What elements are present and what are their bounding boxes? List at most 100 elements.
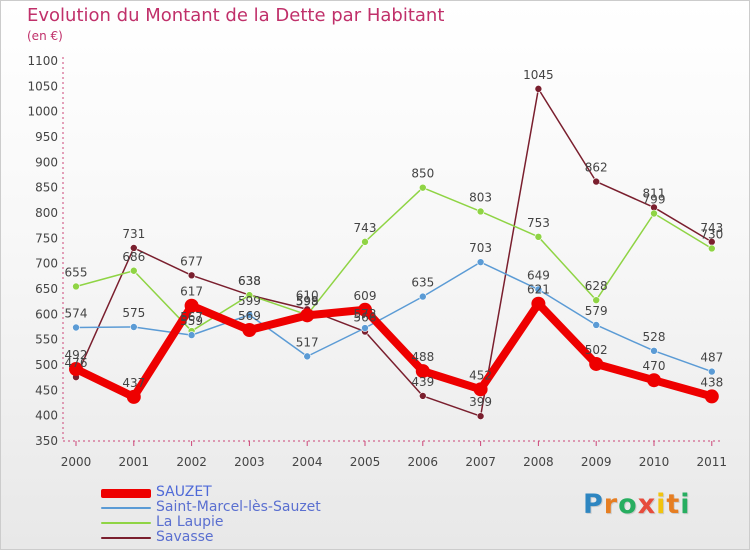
data-label: 610 (296, 288, 319, 302)
x-tick-label: 2001 (119, 455, 150, 469)
data-label: 470 (643, 359, 666, 373)
y-tick-label: 400 (35, 409, 58, 423)
data-label: 743 (700, 221, 723, 235)
legend-swatch (101, 522, 151, 524)
data-point (358, 302, 372, 317)
data-point (476, 207, 485, 216)
data-point (418, 183, 427, 192)
data-label: 628 (585, 279, 608, 293)
series-line (72, 299, 716, 401)
data-label: 649 (527, 269, 550, 283)
y-tick-label: 650 (35, 282, 58, 296)
data-label: 1045 (523, 68, 554, 82)
data-point (534, 285, 543, 294)
logo-letter: o (618, 489, 638, 520)
data-point (187, 331, 196, 339)
data-point (415, 364, 430, 379)
data-label: 574 (65, 307, 88, 321)
data-point (534, 85, 543, 93)
series-layer (69, 85, 719, 420)
data-label: 599 (296, 294, 319, 308)
y-tick-label: 600 (35, 307, 58, 321)
legend-label: La Laupie (156, 514, 224, 530)
data-point (245, 311, 254, 319)
y-tick-label: 1100 (27, 54, 58, 68)
data-label: 569 (238, 309, 261, 323)
data-label: 528 (643, 330, 666, 344)
series-0 (69, 296, 719, 404)
data-point (130, 323, 138, 331)
legend-swatch (101, 537, 151, 539)
data-label: 599 (238, 294, 261, 308)
data-label: 452 (469, 368, 492, 382)
data-label: 730 (700, 227, 723, 241)
series-line (75, 186, 713, 332)
data-point (130, 244, 138, 252)
series-2 (72, 183, 716, 335)
logo-letter: P (583, 489, 604, 520)
data-point (592, 296, 601, 304)
data-label: 862 (585, 161, 608, 175)
data-point (72, 282, 80, 291)
data-label: 598 (296, 294, 319, 308)
data-label: 621 (527, 283, 550, 297)
data-point (300, 308, 315, 323)
x-tick-label: 2010 (639, 455, 670, 469)
logo-letter: i (680, 489, 691, 520)
data-label: 517 (296, 335, 319, 349)
x-tick-label: 2009 (581, 455, 612, 469)
data-label: 686 (122, 250, 145, 264)
data-label: 655 (65, 265, 88, 279)
data-label: 502 (585, 343, 608, 357)
data-point (650, 209, 658, 218)
data-label: 573 (354, 307, 377, 321)
data-label: 488 (411, 350, 434, 364)
data-point (361, 238, 369, 246)
data-label: 492 (65, 348, 88, 362)
data-label: 438 (700, 375, 723, 389)
logo-letter: r (603, 489, 619, 520)
x-tick-label: 2011 (697, 455, 728, 469)
data-label: 753 (527, 216, 550, 230)
data-point (187, 271, 196, 280)
y-tick-label: 1050 (27, 79, 58, 93)
y-tick-label: 550 (35, 333, 58, 347)
data-point (473, 382, 488, 397)
y-tick-label: 700 (35, 257, 58, 271)
x-tick-label: 2004 (292, 455, 323, 469)
data-label: 703 (469, 241, 492, 255)
data-label: 476 (65, 356, 88, 370)
x-tick-label: 2000 (61, 455, 92, 469)
data-label: 743 (354, 221, 377, 235)
legend-label: Saint-Marcel-lès-Sauzet (156, 499, 321, 515)
chart-unit: (en €) (27, 29, 63, 43)
data-point (650, 347, 658, 355)
data-label: 399 (469, 395, 492, 409)
y-tick-label: 900 (35, 155, 58, 169)
data-label: 567 (180, 310, 203, 324)
logo-letter: t (666, 489, 681, 520)
data-point (184, 298, 199, 313)
y-tick-label: 450 (35, 383, 58, 397)
data-point (707, 367, 716, 376)
data-label: 566 (354, 311, 377, 325)
data-point (126, 389, 141, 404)
data-point (130, 266, 138, 275)
data-label: 575 (122, 306, 145, 320)
proxiti-logo: Proxiti (583, 489, 691, 520)
data-point (303, 352, 312, 361)
y-tick-label: 950 (35, 130, 58, 144)
data-label: 437 (122, 376, 145, 390)
data-label: 803 (469, 190, 492, 204)
chart-title: Evolution du Montant de la Dette par Hab… (27, 5, 445, 26)
y-tick-label: 1000 (27, 105, 58, 119)
data-point (476, 412, 485, 420)
y-tick-label: 750 (35, 231, 58, 245)
data-point (361, 324, 369, 332)
data-label: 638 (238, 274, 261, 288)
logo-letter: x (637, 489, 657, 520)
data-label: 799 (643, 193, 666, 207)
data-point (707, 244, 716, 253)
data-point (476, 258, 485, 266)
